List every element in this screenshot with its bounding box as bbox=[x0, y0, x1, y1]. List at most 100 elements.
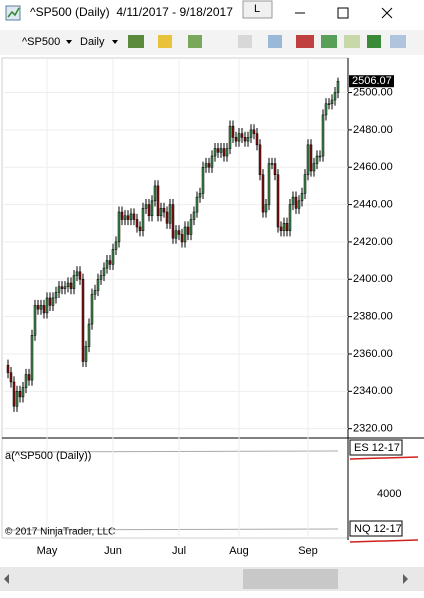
candle-body bbox=[21, 387, 25, 398]
properties-button[interactable] bbox=[321, 35, 337, 48]
series-marker bbox=[349, 539, 419, 543]
candle-body bbox=[282, 223, 286, 231]
series-label-box bbox=[349, 520, 403, 537]
indicator-button[interactable] bbox=[188, 35, 202, 48]
candle-body bbox=[219, 148, 223, 153]
candle-body bbox=[129, 213, 133, 220]
window-title: ^SP500 (Daily) 4/11/2017 - 9/18/2017 bbox=[30, 5, 233, 19]
y-tick-label: 2400.00 bbox=[353, 273, 393, 285]
candle-body bbox=[285, 223, 289, 231]
candle-body bbox=[207, 163, 211, 168]
instrument-selector[interactable]: ^SP500 bbox=[22, 36, 60, 48]
candle-body bbox=[132, 213, 136, 220]
candle-body bbox=[300, 193, 304, 202]
candle-body bbox=[216, 148, 220, 153]
series-label: NQ 12-17 bbox=[354, 523, 402, 535]
candle-body bbox=[297, 200, 301, 209]
candle-body bbox=[36, 305, 40, 310]
close[interactable] bbox=[381, 7, 393, 19]
candle-body bbox=[294, 196, 298, 209]
candle-body bbox=[222, 148, 226, 157]
candle-body bbox=[39, 305, 43, 310]
y-tick-label: 2480.00 bbox=[353, 124, 393, 136]
candle-body bbox=[171, 204, 175, 239]
candle-body bbox=[90, 293, 94, 325]
candle-body bbox=[150, 200, 154, 217]
candle-body bbox=[72, 275, 76, 289]
scroll-left[interactable] bbox=[4, 574, 9, 584]
scroll-right[interactable] bbox=[403, 574, 408, 584]
zoom-button[interactable] bbox=[268, 35, 282, 48]
candle-body bbox=[195, 196, 199, 213]
candle-body bbox=[78, 271, 82, 280]
y-tick-label: 2440.00 bbox=[353, 198, 393, 210]
scroll-thumb[interactable] bbox=[243, 569, 338, 589]
candle-body bbox=[69, 282, 73, 289]
series-label-box bbox=[349, 439, 403, 456]
candle-body bbox=[288, 204, 292, 231]
candle-body bbox=[93, 290, 97, 295]
candle-body bbox=[117, 211, 121, 243]
candle-body bbox=[237, 133, 241, 142]
candle-body bbox=[321, 114, 325, 157]
candle-body bbox=[153, 185, 157, 202]
candle-body bbox=[291, 196, 295, 205]
x-tick-label: Jun bbox=[104, 545, 122, 557]
candle-body bbox=[102, 267, 106, 276]
candle-body bbox=[255, 133, 259, 146]
y-tick-label: 2320.00 bbox=[353, 423, 393, 435]
order-button[interactable] bbox=[367, 35, 381, 48]
candle-body bbox=[231, 125, 235, 138]
scrollbar[interactable] bbox=[0, 567, 424, 591]
y-tick-label: 2460.00 bbox=[353, 161, 393, 173]
candle-body bbox=[180, 234, 184, 243]
candle-body bbox=[258, 144, 262, 175]
y-tick-label: 2360.00 bbox=[353, 348, 393, 360]
candle-body bbox=[120, 211, 124, 220]
candle-body bbox=[24, 374, 28, 388]
candle-body bbox=[6, 364, 10, 373]
candle-body bbox=[141, 208, 145, 231]
link-button-label[interactable]: L bbox=[254, 3, 260, 15]
candle-body bbox=[12, 381, 16, 407]
candle-body bbox=[81, 279, 85, 362]
candle-body bbox=[54, 292, 58, 299]
link-button[interactable] bbox=[242, 0, 273, 19]
x-tick-label: May bbox=[37, 545, 58, 557]
candle-body bbox=[183, 226, 187, 243]
indicator-line bbox=[5, 450, 339, 453]
candle-body bbox=[333, 92, 337, 101]
candle-body bbox=[51, 297, 55, 306]
candle-body bbox=[99, 275, 103, 280]
candle-body bbox=[138, 226, 142, 231]
period-selector[interactable]: Daily bbox=[80, 36, 105, 48]
candle-body bbox=[42, 305, 46, 314]
template-button[interactable] bbox=[344, 35, 360, 48]
dropdown-arrow[interactable] bbox=[112, 40, 118, 44]
maximize[interactable] bbox=[337, 7, 349, 19]
dropdown-arrow[interactable] bbox=[66, 40, 72, 44]
candle-body bbox=[48, 297, 52, 306]
candle-body bbox=[201, 166, 205, 194]
x-tick-label: Sep bbox=[298, 545, 318, 557]
candle-body bbox=[63, 286, 67, 289]
candle-body bbox=[330, 99, 334, 104]
candle-body bbox=[252, 129, 256, 134]
candle-body bbox=[324, 103, 328, 116]
candle-body bbox=[228, 125, 232, 149]
candle-body bbox=[270, 163, 274, 165]
strategy-button[interactable] bbox=[296, 35, 314, 48]
candle-body bbox=[96, 279, 100, 291]
indicator-label: a(^SP500 (Daily)) bbox=[5, 450, 91, 462]
bar-type-button[interactable] bbox=[128, 35, 144, 48]
candle-body bbox=[18, 391, 22, 398]
pointer-button[interactable] bbox=[238, 35, 252, 48]
draw-tool-button[interactable] bbox=[158, 35, 172, 48]
candle-body bbox=[246, 137, 250, 142]
candle-body bbox=[33, 305, 37, 336]
data-box-button[interactable] bbox=[390, 35, 406, 48]
candle-body bbox=[123, 215, 127, 220]
candle-body bbox=[273, 163, 277, 175]
